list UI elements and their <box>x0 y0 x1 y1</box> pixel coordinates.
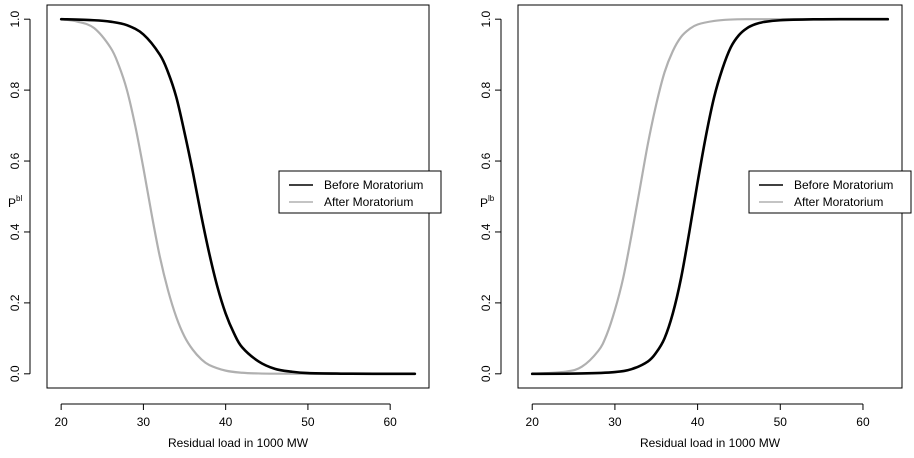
series-line-before-moratorium <box>59 17 417 376</box>
legend: Before Moratorium After Moratorium <box>278 170 442 214</box>
y-tick-label: 0.0 <box>479 365 493 382</box>
y-tick-label: 1.0 <box>479 11 493 28</box>
y-axis-label-main: P <box>480 196 488 210</box>
chart-panel-1: 0.0 0.2 0.4 0.6 0.8 1.0 20 30 40 50 60 Residual loa… <box>8 4 442 450</box>
x-tick-label: 20 <box>526 415 540 429</box>
legend-label-after-moratorium: After Moratorium <box>794 195 883 209</box>
y-tick-label: 0.2 <box>479 294 493 311</box>
legend-label-before-moratorium: Before Moratorium <box>324 178 423 192</box>
y-axis-label-superscript: bl <box>16 194 22 203</box>
x-axis-label: Residual load in 1000 MW <box>168 436 309 450</box>
x-tick-label: 60 <box>856 415 870 429</box>
legend-box <box>748 170 912 214</box>
x-tick-label: 30 <box>137 415 151 429</box>
y-axis-label-superscript: lb <box>488 194 495 203</box>
chart-panel-2: 0.0 0.2 0.4 0.6 0.8 1.0 20 30 40 50 60 Residual loa… <box>479 4 912 450</box>
y-axis-label: Plb <box>480 194 495 210</box>
legend-label-after-moratorium: After Moratorium <box>324 195 413 209</box>
y-tick-label: 0.6 <box>479 152 493 169</box>
legend: Before Moratorium After Moratorium <box>748 170 912 214</box>
y-axis-label: Pbl <box>8 194 22 210</box>
x-tick-label: 30 <box>608 415 622 429</box>
x-tick-label: 20 <box>54 415 68 429</box>
legend-box <box>278 170 442 214</box>
y-tick-label: 0.8 <box>479 81 493 98</box>
y-tick-label: 0.4 <box>8 223 22 240</box>
x-tick-label: 40 <box>219 415 233 429</box>
y-tick-label: 0.0 <box>8 365 22 382</box>
x-tick-label: 40 <box>691 415 705 429</box>
series-line-after-moratorium <box>531 18 889 375</box>
x-axis-label: Residual load in 1000 MW <box>640 436 781 450</box>
y-tick-label: 1.0 <box>8 11 22 28</box>
x-tick-label: 50 <box>774 415 788 429</box>
series-line-before-moratorium <box>530 17 890 376</box>
y-tick-label: 0.4 <box>479 223 493 240</box>
legend-label-before-moratorium: Before Moratorium <box>794 178 893 192</box>
y-axis-label-main: P <box>8 196 16 210</box>
x-tick-label: 50 <box>301 415 315 429</box>
x-tick-label: 60 <box>383 415 397 429</box>
series-line-after-moratorium <box>60 18 416 375</box>
y-tick-label: 0.8 <box>8 81 22 98</box>
y-tick-label: 0.6 <box>8 152 22 169</box>
y-tick-label: 0.2 <box>8 294 22 311</box>
